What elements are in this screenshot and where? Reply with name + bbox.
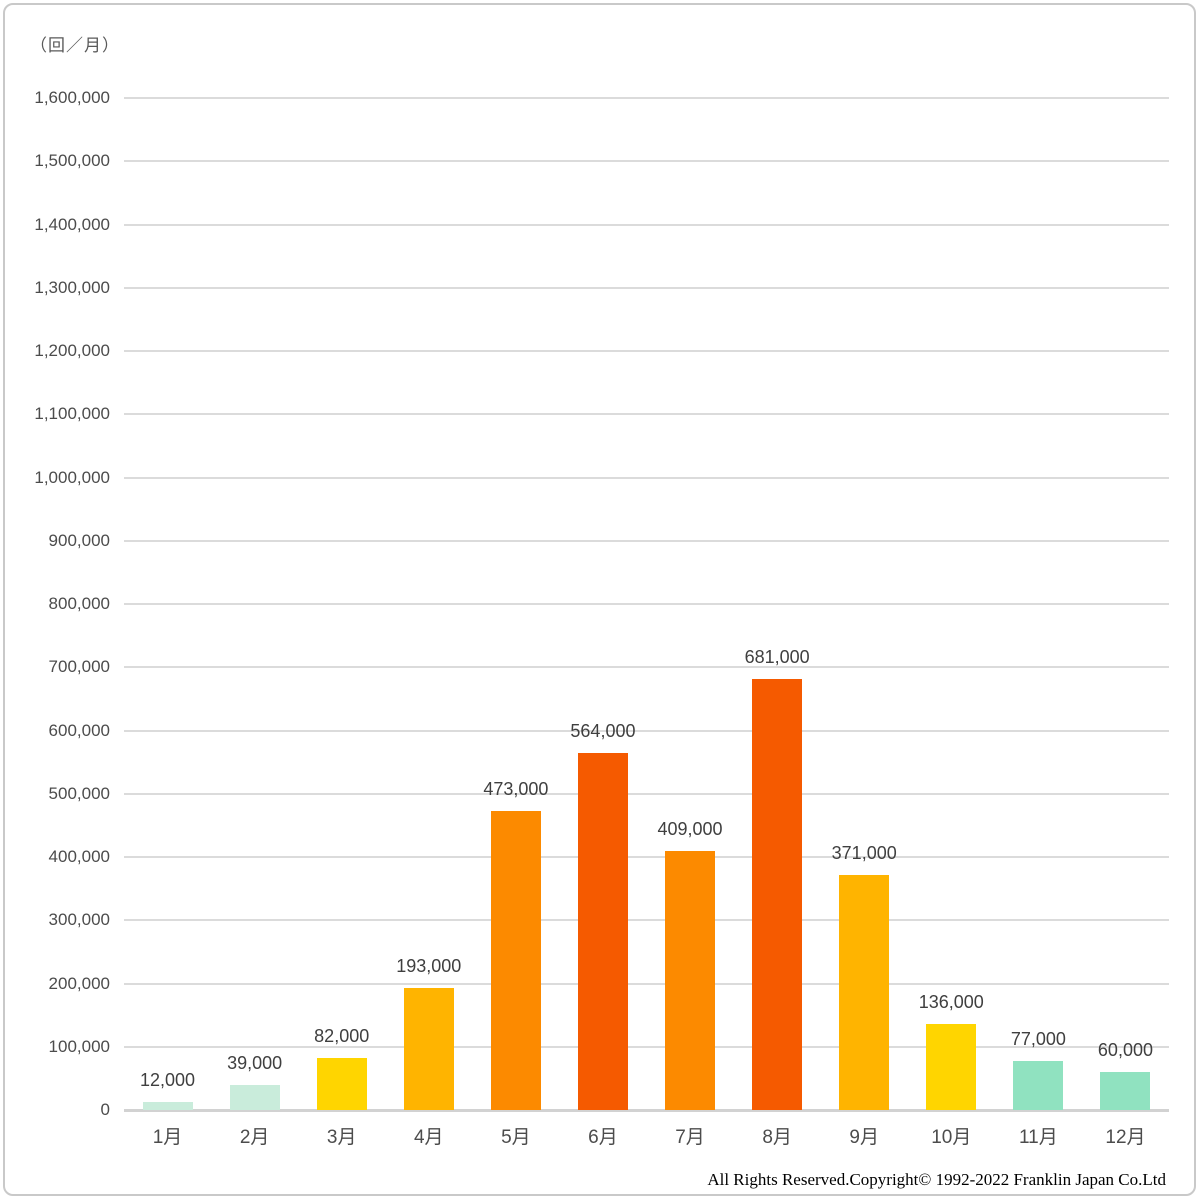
gridline [124,919,1169,922]
y-axis-tick-label: 1,200,000 [34,341,110,360]
bar-value-label: 136,000 [918,991,984,1012]
bar-month-11 [1013,1061,1064,1110]
bar-value-label: 39,000 [227,1053,283,1074]
gridline [124,476,1169,479]
bar-value-label: 12,000 [140,1070,196,1091]
plot-area: 0 100,000 200,000 300,000 400,000 500,000 600,… [34,88,1169,1148]
bar-month-8 [752,679,803,1110]
y-axis-tick-label: 0 [100,1100,110,1119]
gridline [124,792,1169,795]
gridline [124,350,1169,352]
gridline [124,729,1169,732]
x-axis-tick-label: 9月 [849,1127,879,1148]
bar-month-2 [229,1085,280,1110]
y-axis-tick-label: 1,400,000 [34,214,110,234]
bar-month-12 [1100,1072,1151,1110]
y-axis-tick-label: 1,000,000 [34,467,110,487]
x-axis-tick-label: 12月 [1105,1127,1146,1148]
gridline [124,413,1169,416]
bar-month-7 [665,851,716,1110]
x-axis-tick-label: 2月 [239,1127,270,1148]
gridline [124,1045,1169,1048]
y-axis-tick-label: 200,000 [48,973,110,993]
y-axis-tick-label: 400,000 [48,847,110,866]
x-axis-tick-label: 6月 [588,1127,618,1148]
bar-month-3 [316,1058,367,1110]
bar-value-label: 371,000 [831,843,897,864]
x-axis-tick-label: 10月 [931,1127,972,1148]
bar-month-9 [839,875,890,1110]
y-axis-tick-label: 700,000 [48,657,110,677]
bar-month-4 [403,987,454,1110]
x-axis-tick-label: 8月 [762,1127,792,1148]
x-axis-tick-label: 11月 [1019,1127,1058,1148]
bar-month-6 [577,753,628,1110]
x-axis-line [124,1109,1169,1112]
bar-value-label: 60,000 [1097,1040,1153,1061]
gridline [124,286,1169,289]
bar-value-label: 193,000 [396,955,462,976]
y-axis-tick-label: 300,000 [48,910,110,930]
gridline [124,666,1169,669]
y-axis-tick-label: 1,600,000 [34,88,110,107]
gridline [124,982,1169,985]
y-axis-tick-label: 1,500,000 [34,151,110,171]
bar-month-10 [926,1023,977,1110]
bar-month-5 [490,810,541,1110]
gridline [124,160,1169,163]
x-axis-tick-label: 3月 [326,1127,357,1148]
y-axis-tick-label: 600,000 [48,720,110,740]
y-axis-tick-label: 900,000 [48,530,110,550]
gridline [124,97,1169,99]
bar-value-label: 409,000 [657,819,723,840]
bar-month-1 [142,1102,193,1110]
x-axis-tick-label: 7月 [675,1127,705,1148]
x-axis-tick-label: 4月 [413,1127,444,1148]
y-axis-tick-label: 1,100,000 [34,404,110,424]
y-axis-tick-label: 800,000 [48,594,110,613]
x-axis-tick-label: 5月 [501,1127,531,1148]
gridline [124,223,1169,226]
y-axis-tick-label: 500,000 [48,783,110,803]
gridline [124,539,1169,542]
y-axis-tick-label: 1,300,000 [34,277,110,297]
y-axis-tick-label: 100,000 [48,1036,110,1056]
gridline [124,856,1169,858]
bar-value-label: 82,000 [314,1026,370,1047]
y-axis-unit-label: （回／月） [30,36,120,55]
bar-value-label: 473,000 [483,778,549,799]
bar-value-label: 564,000 [570,721,636,742]
bar-value-label: 681,000 [744,647,810,668]
x-axis-tick-label: 1月 [152,1127,183,1148]
bar-value-label: 77,000 [1010,1029,1066,1050]
copyright-text: All Rights Reserved.Copyright© 1992-2022… [707,1170,1166,1189]
gridline [124,603,1169,605]
